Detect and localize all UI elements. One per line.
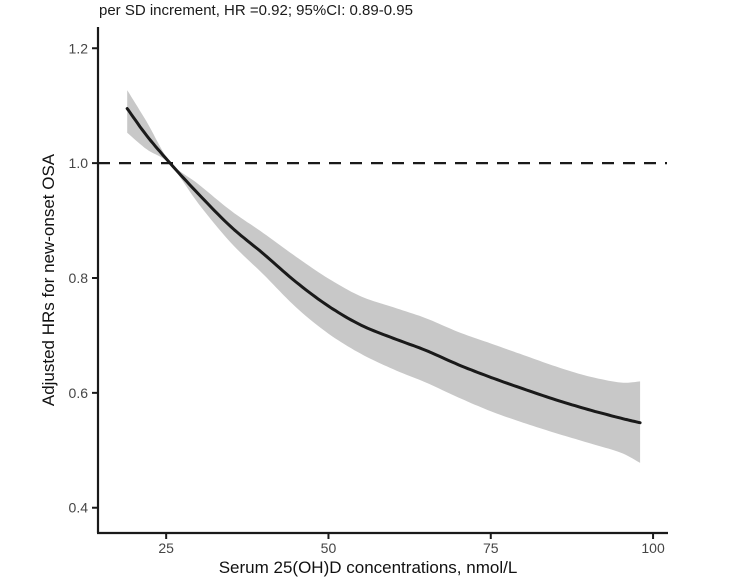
x-tick-label: 75: [483, 540, 499, 556]
y-tick-label: 1.0: [69, 155, 89, 171]
y-tick-label: 0.8: [69, 270, 89, 286]
y-tick-label: 0.4: [69, 500, 89, 516]
chart-title: per SD increment, HR =0.92; 95%CI: 0.89-…: [99, 2, 413, 19]
ci-band-area: [127, 90, 641, 463]
y-axis-ticks: 0.4 0.6 0.8 1.0 1.2: [69, 40, 98, 516]
y-axis-label: Adjusted HRs for new-onset OSA: [39, 153, 58, 406]
x-axis-label: Serum 25(OH)D concentrations, nmol/L: [219, 558, 518, 577]
hr-spline-curve: [125, 107, 642, 425]
confidence-band: [127, 90, 641, 463]
x-axis-ticks: 25 50 75 100: [158, 533, 665, 556]
axes: [96, 27, 668, 535]
y-tick-label: 0.6: [69, 385, 89, 401]
x-tick-label: 50: [321, 540, 337, 556]
x-tick-label: 25: [158, 540, 174, 556]
y-tick-label: 1.2: [69, 40, 89, 56]
x-tick-label: 100: [641, 540, 665, 556]
